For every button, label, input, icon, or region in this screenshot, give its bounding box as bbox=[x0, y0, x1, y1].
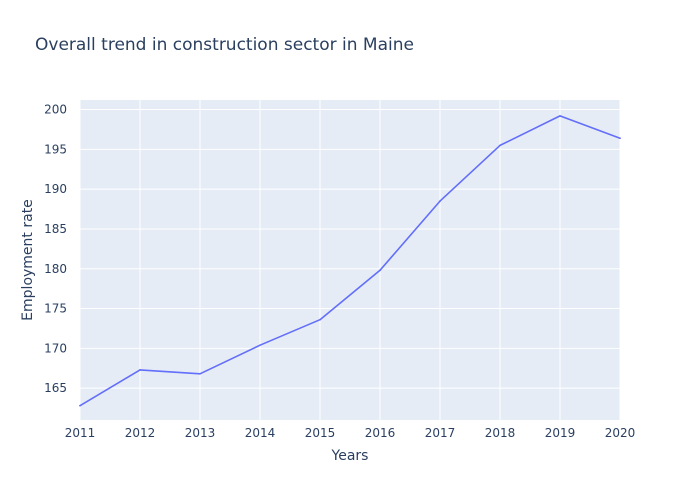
data-point bbox=[139, 369, 141, 371]
x-tick-label: 2013 bbox=[185, 426, 216, 440]
y-tick-label: 175 bbox=[44, 302, 67, 316]
y-tick-label: 170 bbox=[44, 341, 67, 355]
y-axis-ticks: 165 170 175 180 185 190 195 200 bbox=[44, 103, 67, 396]
x-tick-label: 2018 bbox=[485, 426, 516, 440]
grid-lines bbox=[79, 100, 621, 420]
x-axis-ticks: 2011 2012 2013 2014 2015 2016 2017 2018 2019 2020 bbox=[65, 426, 636, 440]
data-point bbox=[199, 373, 201, 375]
data-point bbox=[259, 344, 261, 346]
x-tick-label: 2020 bbox=[605, 426, 636, 440]
y-tick-label: 165 bbox=[44, 381, 67, 395]
data-point bbox=[499, 144, 501, 147]
data-point bbox=[79, 404, 81, 407]
x-tick-label: 2014 bbox=[245, 426, 276, 440]
y-tick-label: 200 bbox=[44, 103, 67, 117]
data-point bbox=[319, 318, 321, 321]
y-tick-label: 190 bbox=[44, 182, 67, 196]
x-tick-label: 2016 bbox=[365, 426, 396, 440]
y-tick-label: 180 bbox=[44, 262, 67, 276]
x-tick-label: 2017 bbox=[425, 426, 456, 440]
data-point bbox=[559, 115, 561, 117]
x-tick-label: 2011 bbox=[65, 426, 96, 440]
series-layer bbox=[79, 115, 621, 407]
y-axis-title: Employment rate bbox=[20, 199, 36, 321]
data-point bbox=[379, 269, 381, 272]
plot-area bbox=[80, 100, 620, 420]
x-axis-title: Years bbox=[331, 448, 369, 464]
y-tick-label: 195 bbox=[44, 142, 67, 156]
data-point bbox=[619, 137, 621, 140]
chart-title: Overall trend in construction sector in … bbox=[35, 35, 414, 55]
x-tick-label: 2012 bbox=[125, 426, 156, 440]
series-line bbox=[79, 115, 621, 407]
x-tick-label: 2015 bbox=[305, 426, 336, 440]
data-point bbox=[439, 200, 441, 202]
x-tick-label: 2019 bbox=[545, 426, 576, 440]
y-tick-label: 185 bbox=[44, 222, 67, 236]
